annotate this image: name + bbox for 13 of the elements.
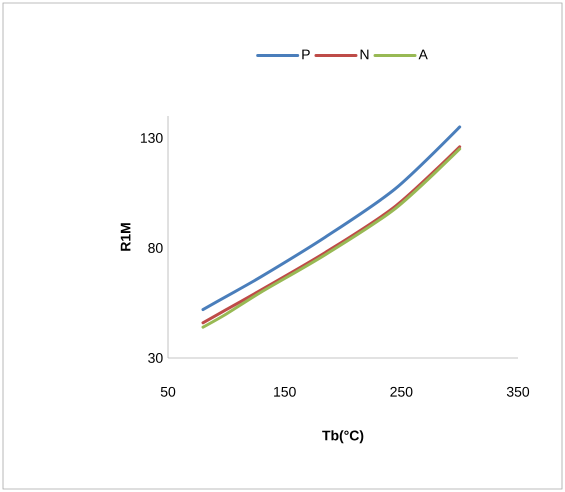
legend-label: P <box>302 50 310 60</box>
x-tick-label: 150 <box>274 386 296 397</box>
legend-label: A <box>418 50 428 60</box>
x-tick-label: 250 <box>390 386 412 397</box>
y-tick-label: 80 <box>148 243 163 253</box>
legend-label: N <box>360 50 368 60</box>
y-axis-title: R1M <box>120 223 130 251</box>
line-series <box>202 125 462 312</box>
x-axis-title: Tb(°C) <box>322 430 364 444</box>
y-tick-label: 130 <box>140 133 163 143</box>
x-tick-label: 350 <box>506 386 530 397</box>
y-tick-label: 30 <box>148 353 163 363</box>
x-tick-label: 50 <box>160 386 176 397</box>
